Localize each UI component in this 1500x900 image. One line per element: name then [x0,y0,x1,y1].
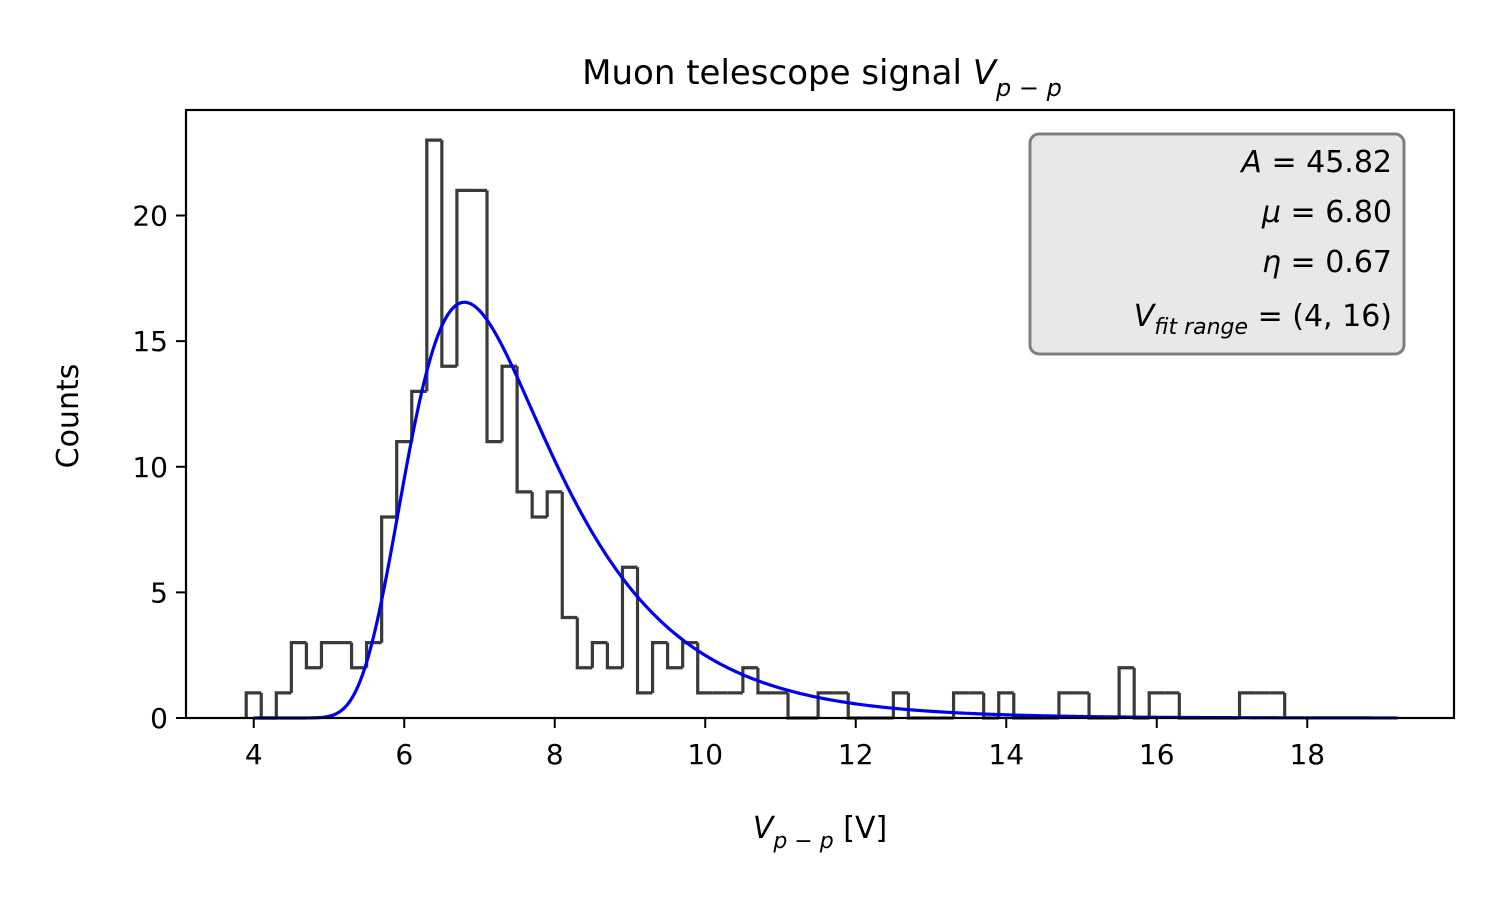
histogram-bin [605,642,623,670]
annotation-line-mu: μ = 6.80 [1261,195,1392,230]
histogram-bin [440,140,457,368]
annotation-line-fit-range: Vfit range = (4, 16) [1134,299,1392,340]
histogram-bin [530,491,548,519]
x-axis-label-var: V [753,811,776,846]
chart-title: Muon telescope signal Vp − p [582,53,1062,102]
chart-title-sub: p − p [995,74,1062,102]
histogram-bin [289,641,307,693]
x-tick-label: 10 [687,738,723,771]
svg-text:Vp − p [V]: Vp − p [V] [753,811,887,854]
histogram-bin [666,642,683,670]
histogram-bin [696,642,713,695]
svg-text:Muon telescope signal Vp − p: Muon telescope signal Vp − p [582,53,1062,102]
histogram-bin [1057,691,1074,718]
histogram-bin [756,667,773,695]
histogram-bin [395,440,412,518]
histogram-bin [244,691,262,718]
x-tick-label: 16 [1139,738,1175,771]
histogram-bin [575,617,593,670]
histogram-bin [1117,666,1135,718]
histogram-bin [1147,691,1165,718]
annotation-box: A = 45.82 μ = 6.80 η = 0.67 Vfit range =… [1028,132,1406,356]
y-axis-label: Counts [51,364,86,469]
histogram-bin [560,491,578,620]
plot-frame [184,108,1456,720]
x-axis-label-unit: [V] [834,811,887,846]
histogram-bin [545,490,563,518]
histogram-bin [515,366,533,494]
histogram-bin [304,642,322,670]
histogram-bin [590,641,608,668]
annotation-line-a: A = 45.82 [1239,145,1392,180]
chart-title-main: Muon telescope signal [582,53,973,93]
x-tick-label: 12 [838,738,874,771]
histogram-bin [681,641,698,668]
annotation-line-eta: η = 0.67 [1262,245,1392,280]
histogram-bin [485,190,503,444]
histogram-bin [1237,691,1255,718]
y-axis-label-text: Counts [51,364,86,469]
histogram-bin [951,691,969,718]
x-tick-label: 4 [245,738,263,771]
y-tick-label: 10 [132,451,168,484]
chart-title-var: V [973,53,999,93]
y-tick-label: 0 [150,702,168,735]
x-axis-label: Vp − p [V] [753,811,887,854]
x-tick-label: 18 [1289,738,1325,771]
x-tick-label: 8 [546,738,564,771]
x-axis-label-sub: p − p [772,829,833,854]
histogram-bin [455,188,472,367]
histogram-bin [349,642,367,670]
histogram-bin [425,138,442,392]
x-tick-label: 14 [988,738,1024,771]
histogram-bin [816,691,834,718]
histogram-bin [997,691,1014,718]
histogram-bin [274,691,292,718]
histogram-bin [741,666,758,693]
histogram-bin [620,565,638,668]
y-tick-label: 15 [132,325,168,358]
annotation-box-frame [1028,132,1406,356]
y-tick-label: 20 [132,200,168,233]
histogram-bin [650,641,668,693]
histogram-bin [635,567,653,695]
x-tick-label: 6 [395,738,413,771]
y-tick-label: 5 [150,576,168,609]
histogram-bin [319,641,337,668]
